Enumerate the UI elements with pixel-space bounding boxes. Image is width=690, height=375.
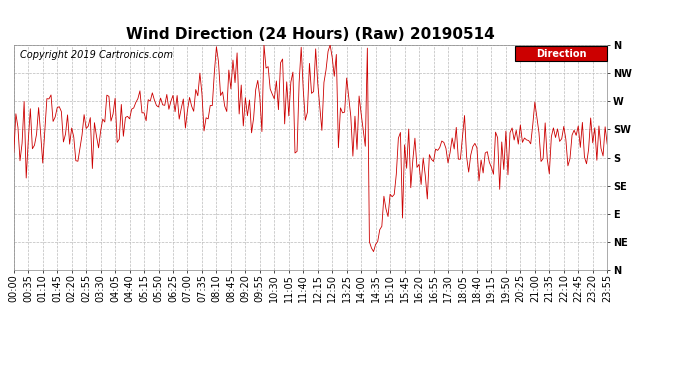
Text: Copyright 2019 Cartronics.com: Copyright 2019 Cartronics.com bbox=[20, 50, 172, 60]
Title: Wind Direction (24 Hours) (Raw) 20190514: Wind Direction (24 Hours) (Raw) 20190514 bbox=[126, 27, 495, 42]
Text: Direction: Direction bbox=[536, 48, 586, 58]
Bar bbox=[515, 46, 607, 61]
